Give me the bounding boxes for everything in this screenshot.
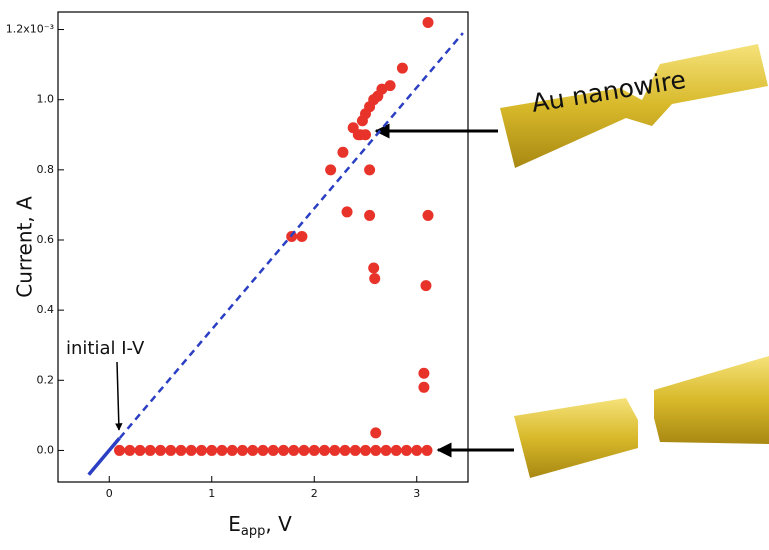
x-tick-label: 2 (311, 487, 318, 500)
y-tick-label: 0.6 (37, 233, 55, 246)
point (360, 445, 371, 456)
fit-line (89, 438, 120, 474)
point (423, 210, 434, 221)
point (397, 63, 408, 74)
point (337, 147, 348, 158)
point (196, 445, 207, 456)
point (329, 445, 340, 456)
point (268, 445, 279, 456)
point (370, 427, 381, 438)
y-tick-label: 1.0 (37, 93, 55, 106)
point (422, 445, 433, 456)
point (364, 210, 375, 221)
x-tick-label: 0 (106, 487, 113, 500)
point (258, 445, 269, 456)
point (368, 263, 379, 274)
point (325, 164, 336, 175)
point (155, 445, 166, 456)
point (391, 445, 402, 456)
point (309, 445, 320, 456)
point (401, 445, 412, 456)
point (342, 206, 353, 217)
point (418, 368, 429, 379)
point (217, 445, 228, 456)
y-tick-label: 0.8 (37, 163, 55, 176)
point (364, 164, 375, 175)
point (227, 445, 238, 456)
point (420, 280, 431, 291)
point (423, 17, 434, 28)
point (278, 445, 289, 456)
y-tick-label: 0.4 (37, 303, 55, 316)
point (350, 445, 361, 456)
point (370, 445, 381, 456)
nanowire-broken-left (514, 398, 638, 478)
point (319, 445, 330, 456)
point (135, 445, 146, 456)
x-axis-label: Eapp, V (228, 512, 292, 539)
point (176, 445, 187, 456)
chart: Au nanowire initial I-V Eapp, V Current,… (0, 0, 769, 550)
arrow (117, 362, 119, 430)
point (145, 445, 156, 456)
point (124, 445, 135, 456)
point (299, 445, 310, 456)
point (114, 445, 125, 456)
y-tick-label: 1.2x10⁻³ (6, 23, 54, 36)
annotation: initial I-V (66, 338, 145, 359)
x-tick-label: 1 (208, 487, 215, 500)
point (186, 445, 197, 456)
point (369, 273, 380, 284)
point (360, 129, 371, 140)
point (296, 231, 307, 242)
plot-frame (58, 12, 468, 482)
y-axis-label: Current, A (13, 196, 37, 298)
point (418, 382, 429, 393)
point (340, 445, 351, 456)
fit-line (89, 33, 463, 475)
point (411, 445, 422, 456)
y-tick-label: 0.2 (37, 373, 55, 386)
point (247, 445, 258, 456)
point (288, 445, 299, 456)
nanowire-broken-right (654, 356, 769, 444)
x-tick-label: 3 (413, 487, 420, 500)
point (237, 445, 248, 456)
point (206, 445, 217, 456)
point (165, 445, 176, 456)
point (381, 445, 392, 456)
point (357, 115, 368, 126)
y-tick-label: 0.0 (37, 443, 55, 456)
